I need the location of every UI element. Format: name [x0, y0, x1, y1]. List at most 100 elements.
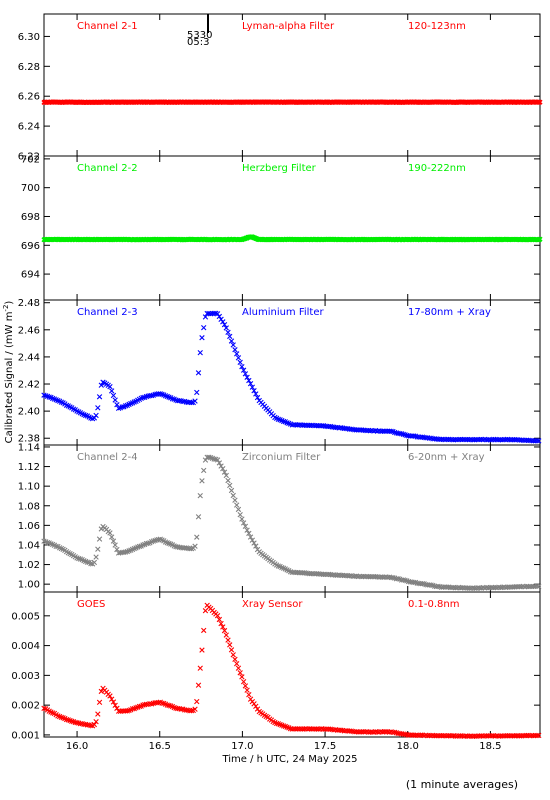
- y-axis-label-main: Calibrated Signal / (mW m: [4, 312, 15, 444]
- y-tick-label: 0.005: [11, 611, 40, 622]
- data-point: [95, 546, 101, 552]
- data-point: [166, 702, 172, 709]
- y-tick-label: 1.04: [18, 540, 40, 551]
- data-point: [218, 620, 224, 627]
- data-point: [58, 714, 65, 720]
- data-point: [192, 706, 198, 712]
- data-point: [244, 374, 250, 380]
- data-point: [216, 616, 223, 623]
- data-point: [246, 530, 252, 537]
- data-point: [237, 511, 243, 518]
- data-point: [93, 412, 99, 419]
- data-point: [109, 388, 115, 394]
- data-point: [216, 313, 223, 320]
- data-point: [242, 523, 249, 530]
- data-point: [230, 492, 236, 499]
- data-point: [122, 403, 129, 409]
- data-point: [239, 363, 245, 370]
- data-point: [235, 355, 242, 361]
- y-tick-label: 1.10: [18, 482, 40, 493]
- data-point: [239, 674, 245, 680]
- annotation-line-1: 5330: [187, 30, 212, 41]
- data-point: [234, 502, 240, 508]
- data-point: [230, 652, 236, 658]
- data-point: [216, 460, 223, 466]
- data-point: [273, 720, 280, 727]
- data-point: [230, 342, 236, 348]
- data-point: [223, 472, 229, 479]
- data-point: [235, 506, 242, 513]
- x-tick-label: 16.0: [66, 741, 88, 752]
- y-tick-label: 1.08: [18, 501, 40, 512]
- y-tick-label: 1.12: [18, 462, 40, 473]
- data-point: [223, 632, 229, 638]
- y-tick-label: 702: [21, 154, 40, 165]
- data-point: [237, 359, 243, 366]
- data-point: [284, 420, 290, 426]
- panel-band-label: 0.1-0.8nm: [408, 599, 460, 610]
- data-point: [254, 394, 261, 401]
- x-tick-label: 17.5: [314, 741, 336, 752]
- data-point: [95, 405, 101, 411]
- data-point: [136, 703, 143, 710]
- data-point: [228, 487, 235, 494]
- panel-frame: [43, 591, 541, 738]
- panel-filter-label: Zirconium Filter: [242, 452, 321, 463]
- data-point: [232, 497, 238, 503]
- data-point: [49, 710, 56, 716]
- panel-channel-label: Channel 2-1: [77, 21, 138, 32]
- data-point: [199, 478, 205, 484]
- panel-filter-label: Aluminium Filter: [242, 307, 325, 318]
- data-point: [225, 637, 231, 643]
- data-point: [247, 534, 254, 540]
- data-point: [247, 380, 254, 387]
- panel-band-label: 120-123nm: [408, 21, 466, 32]
- y-tick-label: 6.28: [18, 62, 40, 73]
- y-tick-label: 6.24: [18, 122, 40, 133]
- data-point: [537, 99, 543, 105]
- data-point: [88, 560, 94, 567]
- data-point: [46, 394, 52, 400]
- panel-channel-label: Channel 2-2: [77, 163, 138, 174]
- data-point: [98, 382, 104, 388]
- data-point: [242, 371, 249, 377]
- panel-band-label: 6-20nm + Xray: [408, 452, 485, 463]
- data-point: [218, 463, 224, 469]
- y-tick-label: 698: [21, 212, 40, 223]
- data-point: [197, 665, 203, 671]
- data-point: [390, 574, 396, 581]
- x-axis-label: Time / h UTC, 24 May 2025: [221, 754, 357, 765]
- data-point: [251, 387, 257, 394]
- data-point: [195, 514, 202, 520]
- data-point: [232, 656, 238, 663]
- data-point: [91, 559, 98, 566]
- footnote: (1 minute averages): [405, 778, 518, 791]
- data-point: [218, 316, 224, 323]
- data-point: [253, 391, 259, 397]
- data-point: [534, 438, 540, 444]
- data-point: [194, 698, 200, 705]
- data-point: [275, 416, 282, 422]
- data-point: [225, 329, 231, 336]
- data-point: [43, 393, 49, 399]
- data-point: [201, 467, 207, 474]
- data-point: [53, 543, 59, 549]
- y-tick-label: 1.06: [18, 521, 40, 532]
- x-tick-label: 18.0: [397, 741, 419, 752]
- panel-channel-label: Channel 2-4: [77, 452, 138, 463]
- data-point: [201, 627, 207, 634]
- data-point: [93, 718, 99, 725]
- data-point: [280, 723, 287, 729]
- data-point: [188, 708, 195, 714]
- data-point: [112, 702, 118, 709]
- x-tick-label: 16.5: [149, 741, 171, 752]
- y-tick-label: 2.44: [18, 352, 40, 363]
- data-point: [228, 338, 235, 344]
- data-point: [388, 428, 394, 434]
- y-tick-label: 1.00: [18, 580, 40, 591]
- data-point: [95, 711, 101, 717]
- data-point: [402, 577, 408, 584]
- panel-frame: [43, 155, 541, 301]
- data-point: [199, 335, 205, 341]
